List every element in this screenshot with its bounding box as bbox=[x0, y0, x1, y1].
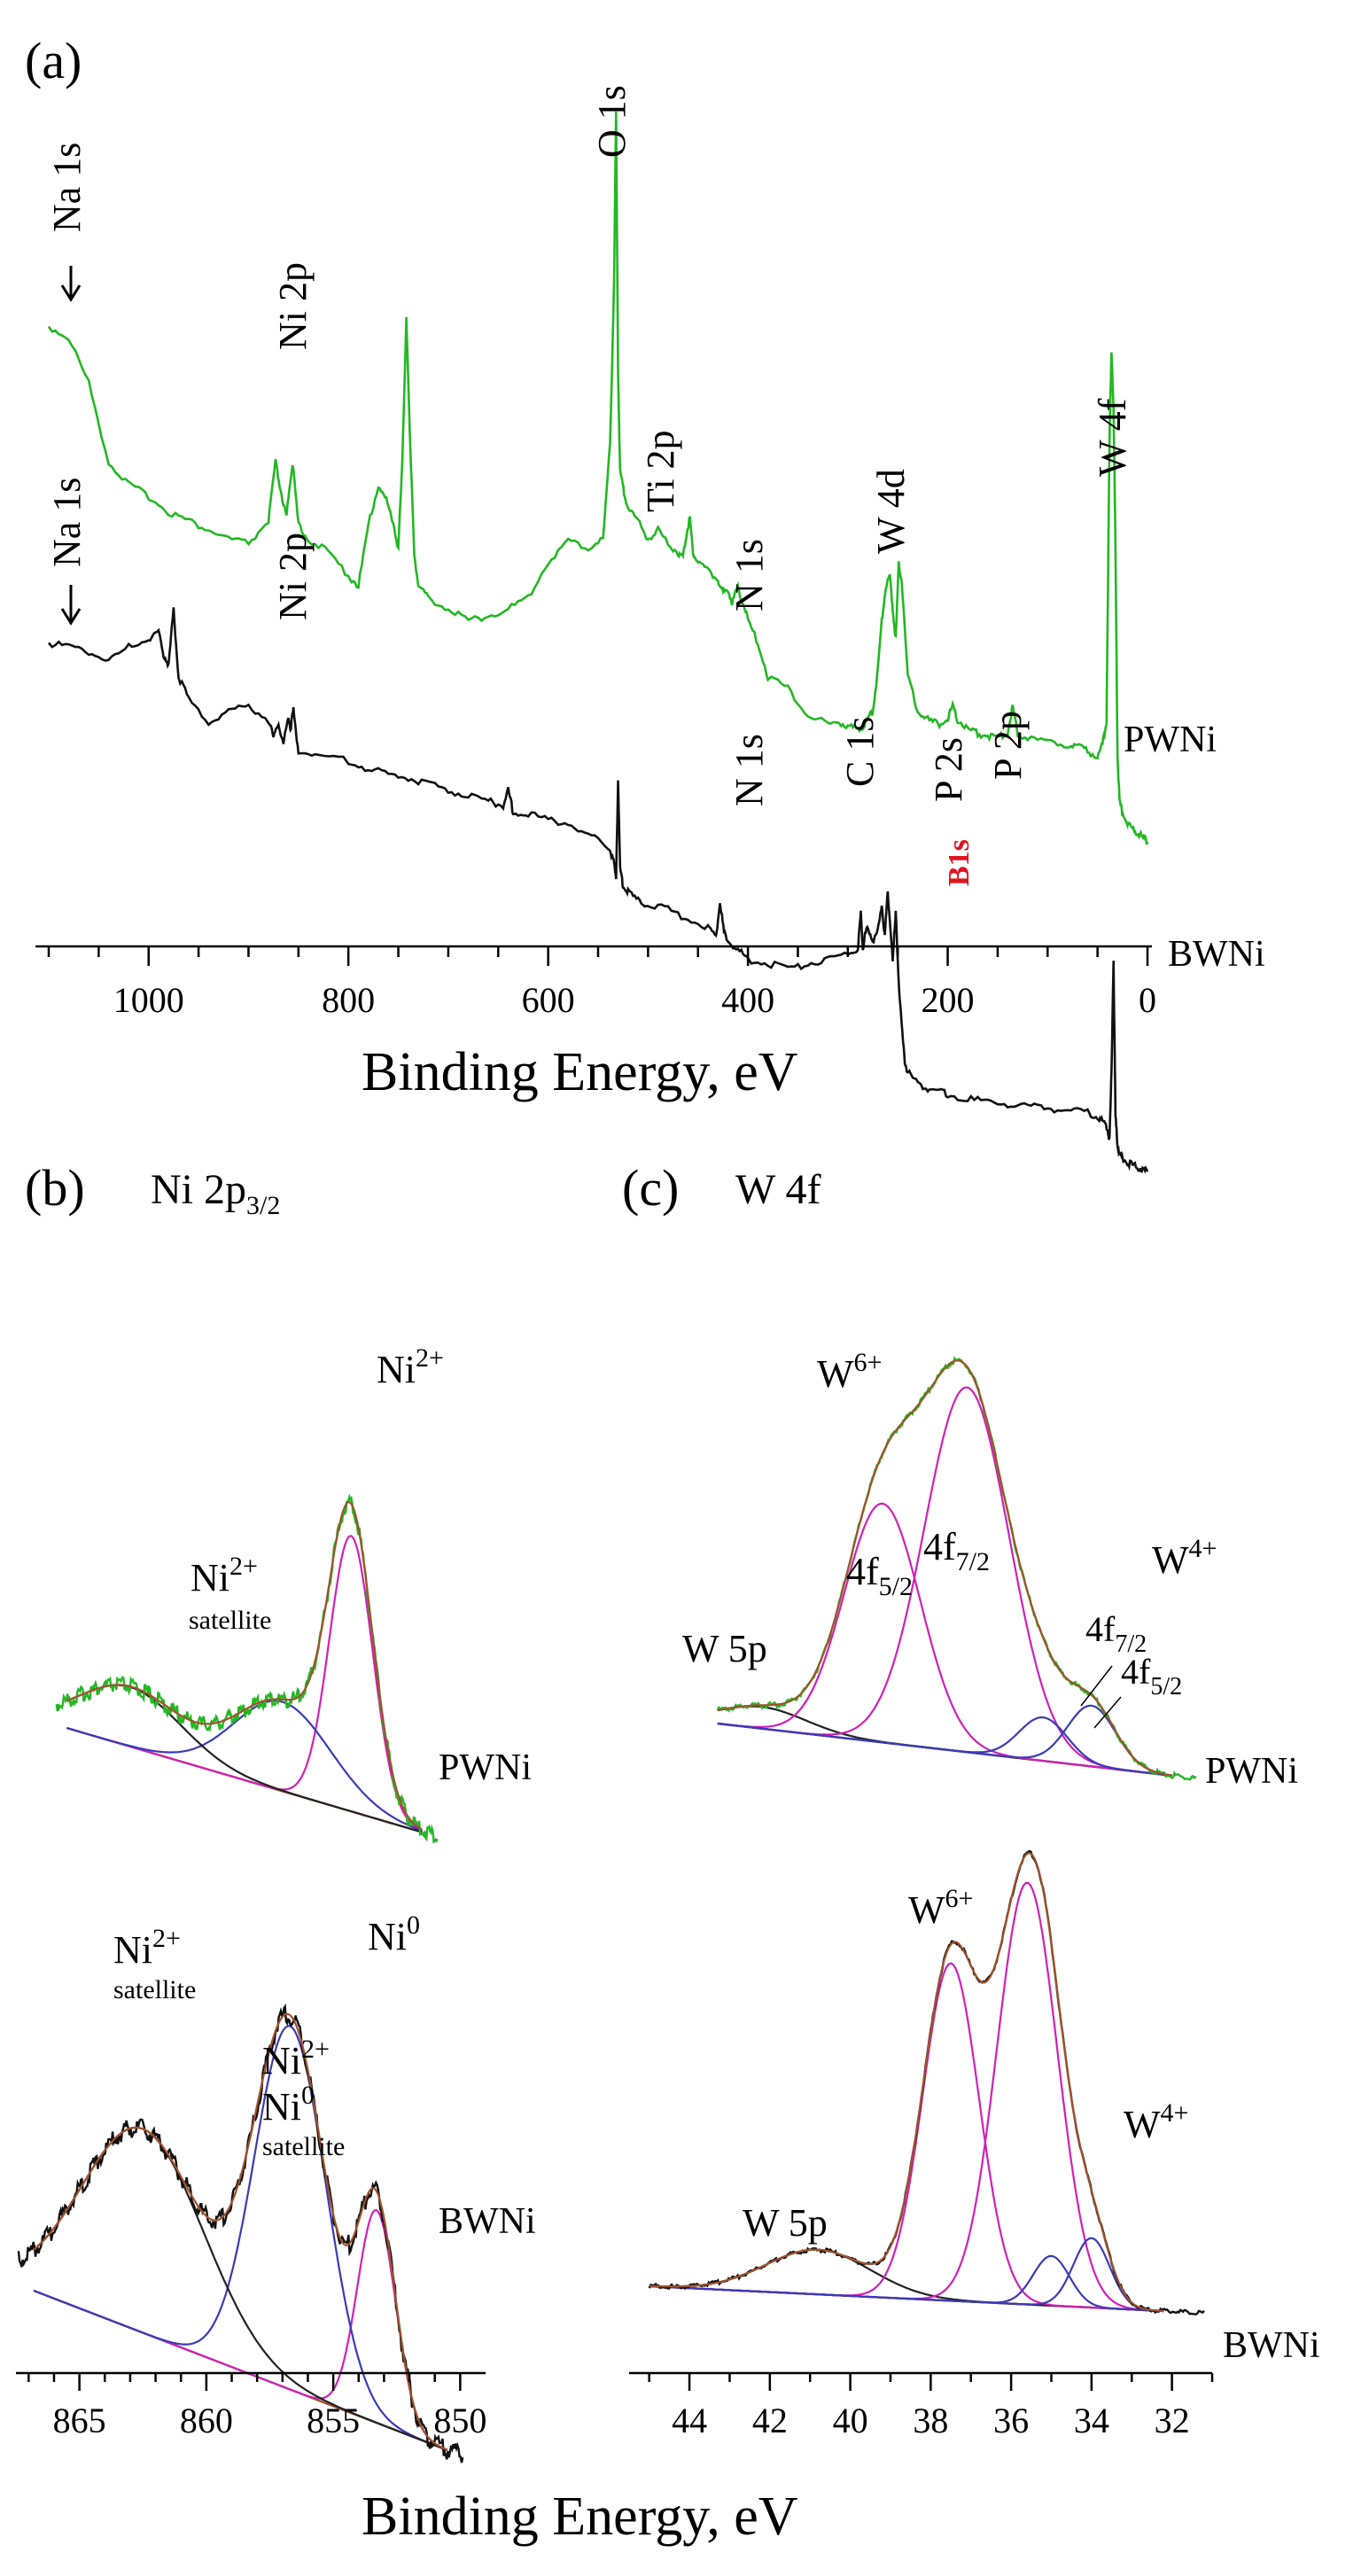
tick-label: 400 bbox=[721, 980, 774, 1020]
label-pwni-p2s: P 2s bbox=[927, 737, 970, 802]
panel-c-ticks: 44 42 40 38 36 34 32 bbox=[648, 2373, 1214, 2440]
label-c-f72-w4: 4f7/2 bbox=[1085, 1609, 1147, 1658]
label-c-w5p-pwni: W 5p bbox=[682, 1627, 767, 1670]
label-pwni-w4f: W 4f bbox=[1091, 398, 1134, 477]
panel-a-label: (a) bbox=[25, 32, 82, 89]
label-c-w5p-bwni: W 5p bbox=[743, 2201, 828, 2245]
label-c-w4-pwni: W4+ bbox=[1152, 1534, 1217, 1582]
label-b-pwni: PWNi bbox=[439, 1747, 532, 1788]
component-peak bbox=[649, 1962, 1164, 2313]
label-pwni-n1s: N 1s bbox=[727, 539, 771, 611]
arrow-icon-na-bwni bbox=[60, 585, 82, 626]
label-b-satellite-pwni: satellite bbox=[189, 1606, 271, 1635]
tick-label: 40 bbox=[833, 2401, 868, 2440]
component-peak bbox=[717, 1716, 1172, 1777]
arrow-icon-na-pwni bbox=[60, 266, 82, 302]
panel-a: (a) Na 1s Ni 2p O 1s Ti 2p N 1s W 4d P 2… bbox=[25, 32, 1265, 1174]
tick-label: 1000 bbox=[113, 980, 184, 1020]
label-c-w4-bwni: W4+ bbox=[1124, 2098, 1188, 2146]
label-bwni-b1s: B1s bbox=[943, 839, 976, 886]
panel-b-title: Ni 2p3/2 bbox=[151, 1166, 280, 1220]
panel-a-x-title: Binding Energy, eV bbox=[362, 1042, 798, 1102]
panel-c-curves bbox=[648, 1355, 1205, 2315]
label-pwni-sample: PWNi bbox=[1124, 720, 1217, 760]
tick-label: 860 bbox=[180, 2401, 233, 2440]
label-c-f52: 4f5/2 bbox=[846, 1550, 913, 1601]
series-line-bwni bbox=[47, 607, 1149, 1174]
label-b-ni2-sat-pwni: Ni2+ bbox=[191, 1552, 258, 1599]
raw-spectrum-pwni bbox=[55, 1493, 439, 1844]
panel-b-ticks: 865 860 855 850 bbox=[27, 2373, 486, 2440]
fit-envelope bbox=[649, 1852, 1164, 2313]
label-b-satellite-bwni: satellite bbox=[113, 1975, 196, 2004]
label-b-ni2-sat-bwni: Ni2+ bbox=[113, 1924, 181, 1972]
tick-label: 855 bbox=[307, 2401, 360, 2440]
label-pwni-na1s: Na 1s bbox=[45, 143, 89, 232]
fit-envelope bbox=[66, 1500, 423, 1831]
label-pwni-ti2p: Ti 2p bbox=[639, 430, 682, 512]
label-bwni-ni2p: Ni 2p bbox=[271, 533, 315, 620]
tick-label: 32 bbox=[1155, 2401, 1190, 2440]
label-bwni-sample: BWNi bbox=[1168, 934, 1265, 975]
tick-label: 850 bbox=[433, 2401, 486, 2440]
fit-envelope bbox=[33, 2012, 448, 2451]
tick-label: 36 bbox=[993, 2401, 1029, 2440]
panel-c-title: W 4f bbox=[735, 1166, 821, 1213]
leader-line-f52 bbox=[1093, 1696, 1122, 1729]
component-peak bbox=[717, 1502, 1172, 1777]
label-c-pwni: PWNi bbox=[1205, 1751, 1298, 1792]
tick-label: 34 bbox=[1074, 2401, 1109, 2440]
leader-line-f72 bbox=[1080, 1665, 1113, 1707]
panel-b-curves bbox=[17, 1493, 464, 2463]
label-bwni-c1s: C 1s bbox=[838, 717, 882, 787]
component-peak bbox=[717, 1704, 1172, 1777]
label-pwni-w4d: W 4d bbox=[869, 469, 913, 554]
fit-envelope bbox=[717, 1359, 1172, 1777]
label-c-w6-pwni: W6+ bbox=[817, 1348, 882, 1396]
tick-label: 800 bbox=[322, 980, 375, 1020]
label-bwni-na1s: Na 1s bbox=[45, 478, 89, 567]
series-line-pwni bbox=[47, 111, 1149, 845]
component-peak bbox=[649, 2237, 1164, 2313]
component-peak bbox=[33, 2025, 448, 2452]
label-bwni-n1s: N 1s bbox=[727, 734, 771, 806]
panel-a-ticks: 1000 800 600 400 200 0 bbox=[47, 946, 1156, 1020]
label-pwni-p2p: P 2p bbox=[986, 711, 1030, 780]
label-b-satellite-ni0: satellite bbox=[262, 2132, 345, 2161]
label-b-bwni: BWNi bbox=[439, 2201, 536, 2242]
tick-label: 42 bbox=[752, 2401, 788, 2440]
panel-c-label: (c) bbox=[622, 1159, 679, 1217]
tick-label: 865 bbox=[53, 2401, 106, 2440]
tick-label: 200 bbox=[922, 980, 975, 1020]
component-peak bbox=[649, 2254, 1164, 2313]
label-b-ni0-sat: Ni0 bbox=[262, 2081, 315, 2129]
panel-a-series bbox=[47, 111, 1149, 1174]
component-peak bbox=[649, 1881, 1164, 2313]
label-b-ni2-main: Ni2+ bbox=[377, 1343, 444, 1391]
component-peak bbox=[66, 1700, 423, 1833]
label-pwni-ni2p: Ni 2p bbox=[271, 262, 315, 350]
tick-label: 44 bbox=[672, 2401, 707, 2440]
tick-label: 600 bbox=[522, 980, 575, 1020]
label-c-w6-bwni: W6+ bbox=[908, 1884, 973, 1932]
panel-b-label: (b) bbox=[25, 1159, 85, 1217]
label-b-ni0: Ni0 bbox=[368, 1911, 420, 1958]
panel-b: (b) Ni 2p3/2 Ni2+ Ni2+ satellite PWNi Ni… bbox=[16, 1159, 536, 2463]
tick-label: 0 bbox=[1139, 980, 1156, 1020]
panel-c: (c) W 4f W6+ 4f5/2 4f7/2 W4+ 4f7/2 4f5/2… bbox=[622, 1159, 1320, 2440]
label-b-ni2-mid: Ni2+ bbox=[262, 2035, 330, 2082]
label-c-bwni: BWNi bbox=[1223, 2325, 1320, 2366]
tick-label: 38 bbox=[913, 2401, 948, 2440]
bottom-x-title: Binding Energy, eV bbox=[362, 2487, 798, 2547]
label-pwni-o1s: O 1s bbox=[590, 85, 634, 158]
label-c-f72: 4f7/2 bbox=[923, 1525, 990, 1576]
label-c-f52-w4: 4f5/2 bbox=[1121, 1652, 1182, 1700]
